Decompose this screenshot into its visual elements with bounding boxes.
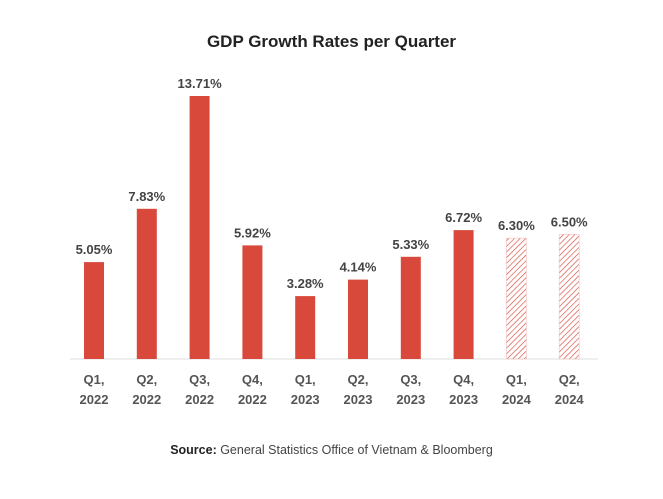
- x-tick-label-quarter: Q2,: [559, 372, 580, 387]
- x-tick-label-quarter: Q1,: [295, 372, 316, 387]
- x-tick-label-year: 2024: [555, 392, 585, 407]
- bar-value-label: 5.92%: [234, 225, 271, 240]
- bar-value-label: 6.50%: [551, 214, 588, 229]
- x-tick-label-year: 2023: [291, 392, 320, 407]
- x-tick-label-year: 2022: [132, 392, 161, 407]
- x-tick-label-quarter: Q1,: [506, 372, 527, 387]
- bar-value-label: 6.30%: [498, 218, 535, 233]
- bar: [400, 256, 421, 359]
- x-tick-label-quarter: Q4,: [242, 372, 263, 387]
- x-tick-label-year: 2023: [449, 392, 478, 407]
- bar-value-label: 5.33%: [392, 237, 429, 252]
- source-note: Source: General Statistics Office of Vie…: [0, 443, 663, 457]
- bar: [295, 296, 316, 359]
- x-tick-label-quarter: Q3,: [189, 372, 210, 387]
- x-tick-label-year: 2022: [185, 392, 214, 407]
- bar: [136, 208, 157, 359]
- bar: [453, 230, 474, 359]
- bar-value-label: 7.83%: [128, 189, 165, 204]
- bar-value-label: 3.28%: [287, 276, 324, 291]
- bar-projected: [506, 237, 527, 360]
- x-tick-label-year: 2022: [238, 392, 267, 407]
- x-tick-label-quarter: Q1,: [84, 372, 105, 387]
- bar-value-label: 5.05%: [76, 242, 113, 257]
- bar: [84, 262, 104, 359]
- source-label: Source:: [170, 443, 217, 457]
- x-tick-label-quarter: Q2,: [348, 372, 369, 387]
- source-text: General Statistics Office of Vietnam & B…: [216, 443, 493, 457]
- x-tick-label-year: 2023: [396, 392, 425, 407]
- bar-value-label: 6.72%: [445, 210, 482, 225]
- x-tick-label-quarter: Q3,: [400, 372, 421, 387]
- x-tick-label-year: 2022: [80, 392, 109, 407]
- bar-value-label: 4.14%: [340, 260, 377, 275]
- bar: [189, 96, 210, 359]
- x-tick-label-year: 2024: [502, 392, 532, 407]
- x-tick-label-year: 2023: [344, 392, 373, 407]
- x-tick-label-quarter: Q2,: [136, 372, 157, 387]
- chart-title: GDP Growth Rates per Quarter: [206, 32, 457, 51]
- bar-value-label: 13.71%: [178, 76, 223, 91]
- bar-projected: [558, 234, 580, 360]
- x-tick-label-quarter: Q4,: [453, 372, 474, 387]
- bar: [242, 245, 263, 359]
- bar: [348, 279, 368, 359]
